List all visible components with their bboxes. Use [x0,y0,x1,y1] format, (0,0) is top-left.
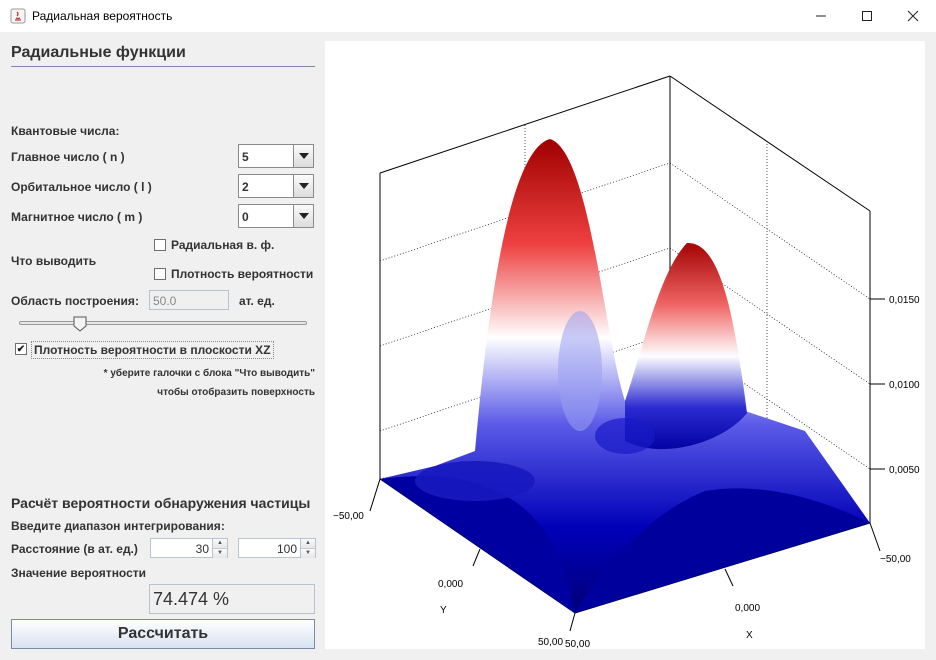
probability-value: 74.474 % [149,584,315,614]
region-label: Область построения: [11,294,139,308]
principal-number-value: 5 [242,150,249,164]
probability-surface [380,139,870,613]
xz-plane-checkbox-label[interactable]: Плотность вероятности в плоскости XZ [31,341,274,359]
spinner-down-icon[interactable]: ▼ [301,548,315,558]
title-bar: Радиальная вероятность [0,0,936,32]
panel-heading: Радиальные функции [11,44,186,61]
chevron-down-icon[interactable] [293,175,313,197]
orbital-number-value: 2 [242,180,249,194]
region-unit: ат. ед. [239,294,275,308]
orbital-number-label: Орбитальное число ( l ) [11,180,152,194]
surface-plot[interactable]: 0,0150 0,0100 0,0050 −50,00 −50,00 0,000… [325,41,925,650]
axis-label-left-end: −50,00 [333,511,364,522]
spinner-down-icon[interactable]: ▼ [213,548,227,558]
chevron-down-icon[interactable] [293,145,313,167]
quantum-numbers-label: Квантовые числа: [11,124,120,138]
note-line-1: * уберите галочки с блока "Что выводить" [103,368,315,379]
output-label: Что выводить [11,254,97,268]
chevron-down-icon[interactable] [293,205,313,227]
from-value: 30 [195,542,209,556]
spinner-up-icon[interactable]: ▲ [301,539,315,548]
maximize-button[interactable] [844,0,890,32]
radial-checkbox-label[interactable]: Радиальная в. ф. [171,238,275,252]
to-spinner[interactable]: 100 ▲ ▼ [238,538,316,558]
close-button[interactable] [890,0,936,32]
principal-number-label: Главное число ( n ) [11,150,125,164]
surface-plot-svg: 0,0150 0,0100 0,0050 −50,00 −50,00 0,000… [333,75,920,650]
z-tick-label: 0,0100 [889,380,920,391]
from-spinner[interactable]: 30 ▲ ▼ [150,538,228,558]
z-tick-label: 0,0050 [889,465,920,476]
note-line-2: чтобы отобразить поверхность [157,387,315,398]
probability-label: Значение вероятности [11,566,147,580]
spinner-up-icon[interactable]: ▲ [213,539,227,548]
z-tick-label: 0,0150 [889,295,920,306]
x-axis-label: X [746,630,753,641]
x-center-label: 0,000 [735,603,760,614]
range-label: Введите диапазон интегрирования: [11,519,225,533]
density-checkbox[interactable] [154,268,166,280]
minimize-button[interactable] [798,0,844,32]
calc-heading: Расчёт вероятности обнаружения частицы [11,495,311,511]
bottom-label-2: 50,00 [565,639,590,649]
left-panel: Радиальные функции Квантовые числа: Глав… [0,32,324,660]
axis-label-right-end: −50,00 [880,554,911,565]
heading-divider [11,66,315,67]
close-icon [907,10,919,22]
y-center-label: 0,000 [438,579,463,590]
orbital-number-combo[interactable]: 2 [238,174,314,198]
minimize-icon [816,15,826,17]
to-value: 100 [276,542,297,556]
magnetic-number-value: 0 [242,210,249,224]
distance-label: Расстояние (в ат. ед.) [11,542,138,556]
magnetic-number-combo[interactable]: 0 [238,204,314,228]
principal-number-combo[interactable]: 5 [238,144,314,168]
xz-plane-checkbox[interactable]: ✔ [15,343,27,355]
main-content: Радиальные функции Квантовые числа: Глав… [0,32,936,660]
window-title: Радиальная вероятность [32,9,173,23]
maximize-icon [862,11,872,21]
java-app-icon [10,8,26,24]
slider-thumb[interactable] [73,316,87,332]
magnetic-number-label: Магнитное число ( m ) [11,210,143,224]
radial-checkbox[interactable] [154,239,166,251]
region-input[interactable]: 50.0 [149,290,229,310]
calculate-button[interactable]: Рассчитать [11,619,315,649]
tick-marks [369,298,885,632]
density-checkbox-label[interactable]: Плотность вероятности [171,267,314,281]
bottom-label: 50,00 [538,637,563,648]
region-slider-track[interactable] [19,321,307,325]
y-axis-label: Y [440,605,447,616]
